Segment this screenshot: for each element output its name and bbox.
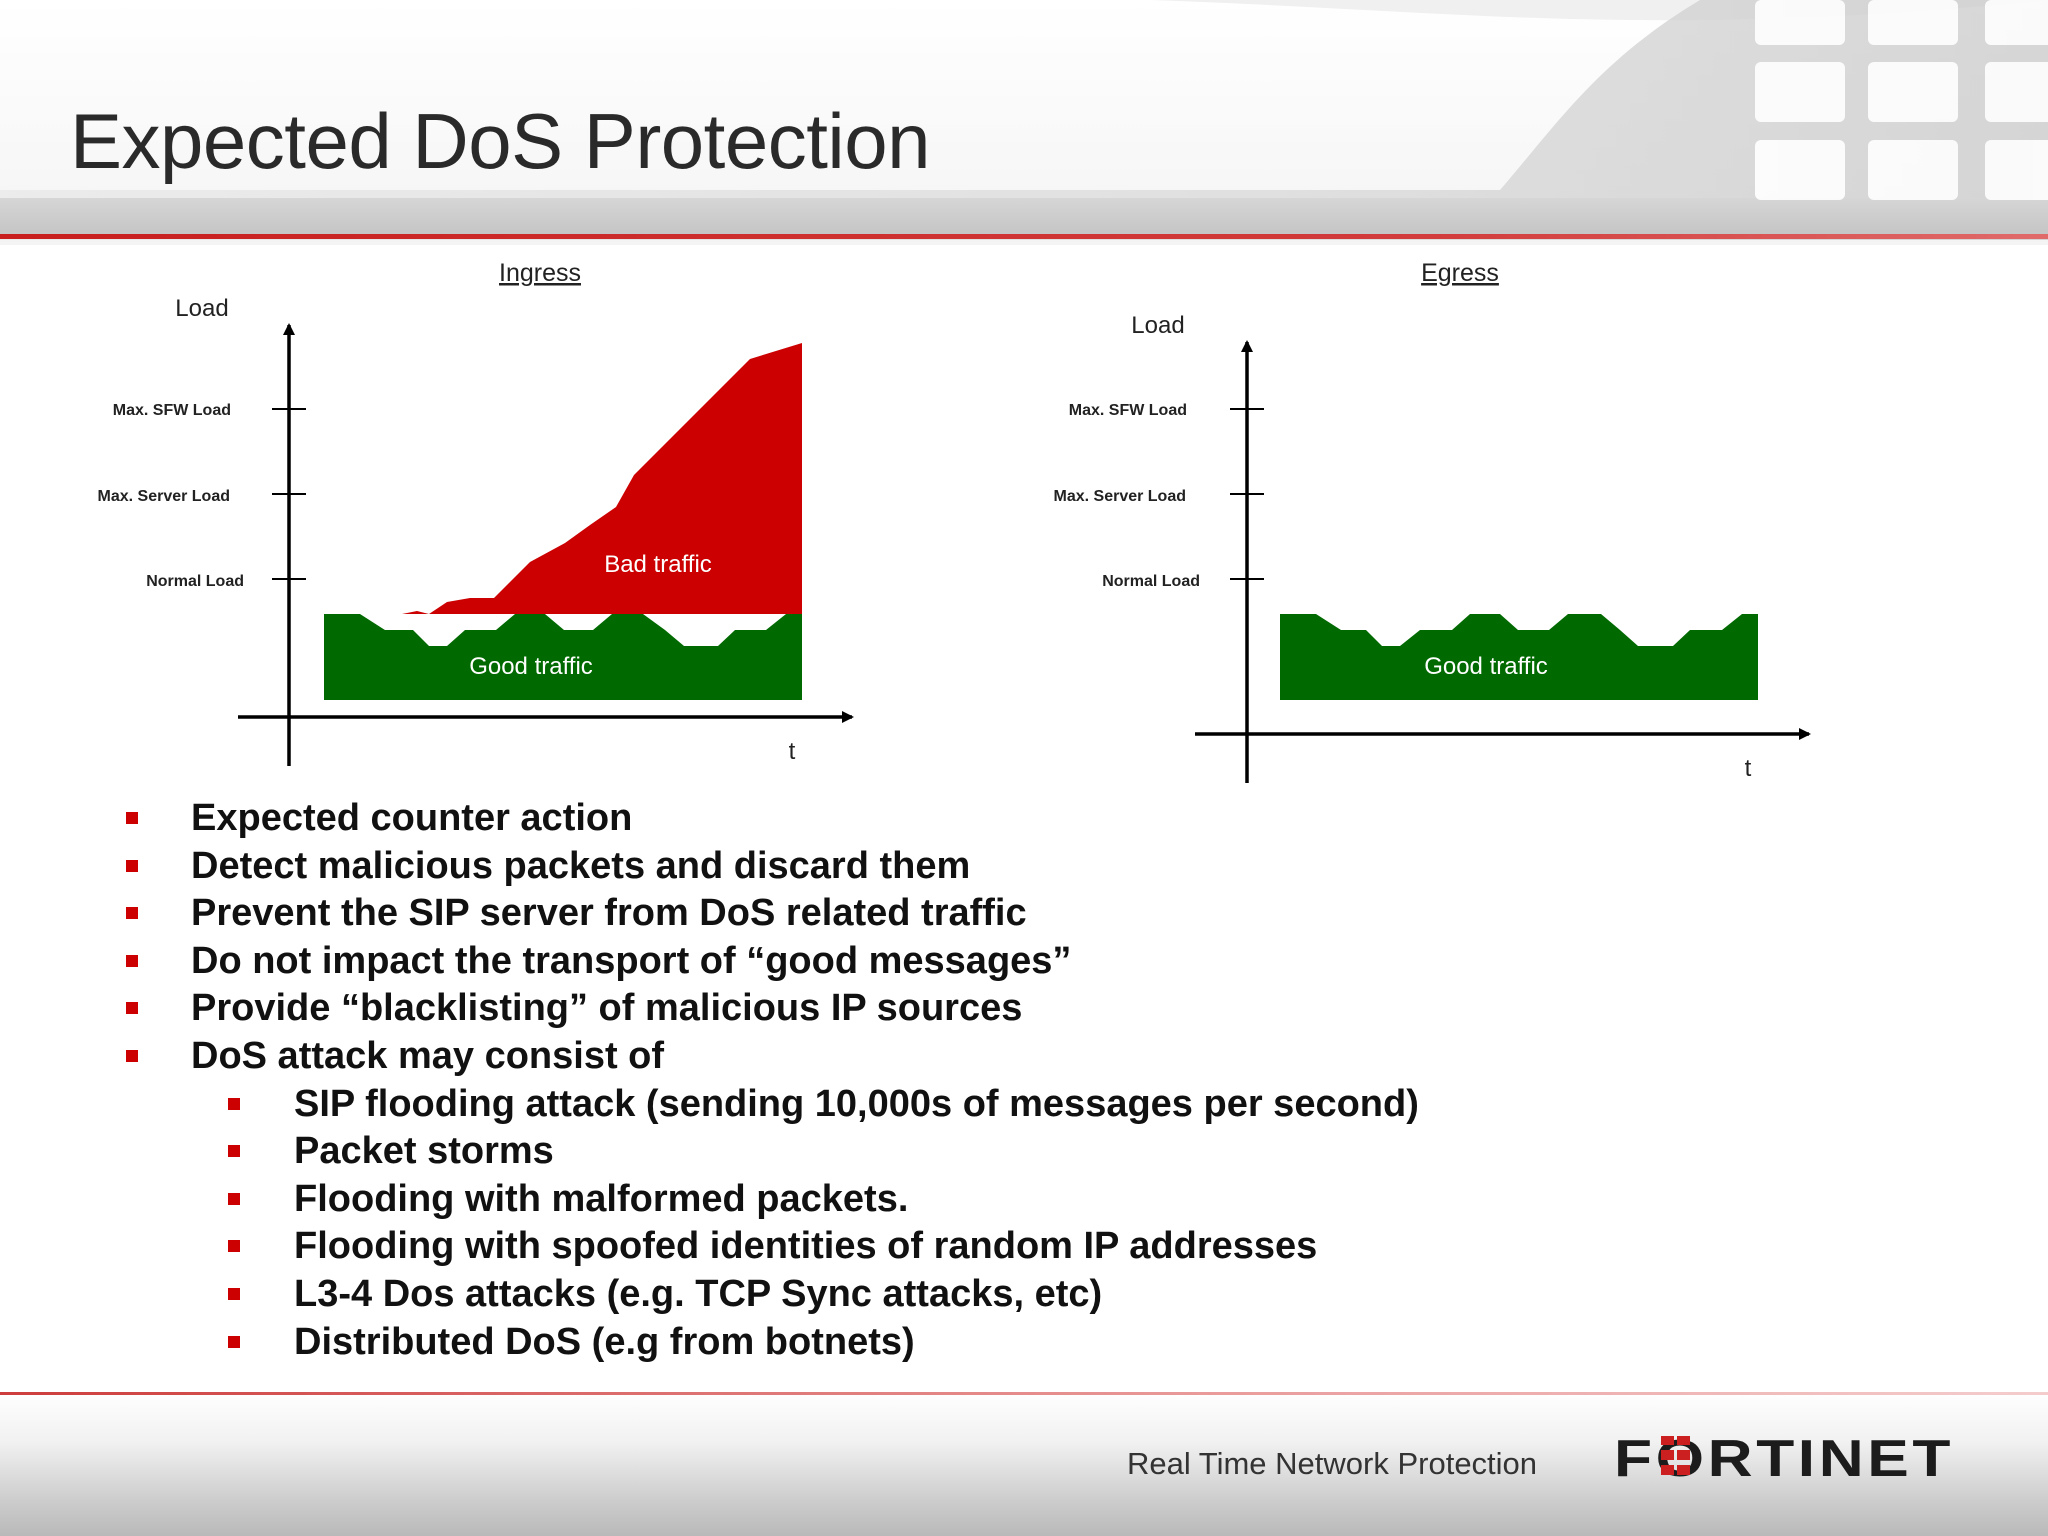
- sub-bullet-item: Flooding with spoofed identities of rand…: [0, 1223, 2048, 1271]
- bullet-text: Do not impact the transport of “good mes…: [191, 939, 1072, 982]
- bullet-text: Provide “blacklisting” of malicious IP s…: [191, 987, 1023, 1030]
- bullet-text: Flooding with spoofed identities of rand…: [294, 1225, 1318, 1268]
- egress-good-traffic-label: Good traffic: [1424, 653, 1548, 680]
- bullet-list: Expected counter action Detect malicious…: [0, 795, 2048, 1366]
- egress-level-label: Max. SFW Load: [1069, 402, 1187, 419]
- diagrams: Ingress Load Max. SFW Load Max. Server L…: [98, 259, 1811, 783]
- bullet-text: SIP flooding attack (sending 10,000s of …: [294, 1082, 1419, 1125]
- bullet-text: Detect malicious packets and discard the…: [191, 844, 971, 887]
- ingress-level-label: Max. Server Load: [98, 488, 231, 505]
- footer: Real Time Network Protection FORTINET: [0, 1392, 2048, 1536]
- egress-x-axis-label: t: [1745, 755, 1752, 782]
- egress-good-traffic-area: [1280, 614, 1758, 700]
- bullet-marker-icon: [126, 1049, 138, 1062]
- logo-emblem-icon: [1661, 1436, 1690, 1475]
- ingress-title: Ingress: [499, 259, 581, 287]
- bullet-marker-icon: [228, 1192, 240, 1205]
- fortinet-logo: FORTINET: [1614, 1430, 1951, 1482]
- bullet-item: Expected counter action: [0, 795, 2048, 843]
- sub-bullet-item: Packet storms: [0, 1128, 2048, 1176]
- sub-bullet-item: Distributed DoS (e.g from botnets): [0, 1319, 2048, 1367]
- bullet-text: Prevent the SIP server from DoS related …: [191, 892, 1027, 935]
- decorative-grid: [1755, 0, 2048, 200]
- bullet-item: Prevent the SIP server from DoS related …: [0, 890, 2048, 938]
- bullet-item: DoS attack may consist of: [0, 1033, 2048, 1081]
- ingress-level-label: Max. SFW Load: [113, 402, 231, 419]
- bullet-item: Provide “blacklisting” of malicious IP s…: [0, 985, 2048, 1033]
- footer-divider: [0, 1392, 2048, 1395]
- sub-bullet-item: Flooding with malformed packets.: [0, 1176, 2048, 1224]
- ingress-diagram: Ingress Load Max. SFW Load Max. Server L…: [98, 259, 854, 766]
- egress-level-label: Max. Server Load: [1054, 488, 1187, 505]
- bullet-item: Do not impact the transport of “good mes…: [0, 938, 2048, 986]
- bullet-marker-icon: [126, 1002, 138, 1015]
- ingress-good-traffic-label: Good traffic: [469, 653, 593, 680]
- ingress-level-label: Normal Load: [146, 573, 244, 590]
- bullet-text: Expected counter action: [191, 797, 633, 839]
- header-background: [0, 0, 2048, 245]
- bullet-marker-icon: [228, 1287, 240, 1300]
- sub-bullet-item: L3-4 Dos attacks (e.g. TCP Sync attacks,…: [0, 1271, 2048, 1319]
- bullet-text: Packet storms: [294, 1130, 554, 1173]
- bullet-marker-icon: [126, 954, 138, 967]
- bullet-marker-icon: [228, 1335, 240, 1348]
- ingress-bad-traffic-label: Bad traffic: [604, 551, 712, 578]
- bullet-marker-icon: [228, 1145, 240, 1158]
- egress-y-axis-label: Load: [1131, 312, 1184, 339]
- ingress-good-traffic-area: [324, 614, 802, 700]
- ingress-bad-traffic-area: [382, 343, 802, 614]
- bullet-marker-icon: [126, 907, 138, 920]
- egress-diagram: Egress Load Max. SFW Load Max. Server Lo…: [1054, 259, 1811, 783]
- bullet-text: L3-4 Dos attacks (e.g. TCP Sync attacks,…: [294, 1272, 1103, 1315]
- slide-title: Expected DoS Protection: [70, 97, 930, 185]
- egress-level-label: Normal Load: [1102, 573, 1200, 590]
- bullet-marker-icon: [228, 1097, 240, 1110]
- bullet-marker-icon: [228, 1240, 240, 1253]
- footer-tagline: Real Time Network Protection: [1127, 1446, 1538, 1481]
- bullet-item: Detect malicious packets and discard the…: [0, 843, 2048, 891]
- bullet-text: Flooding with malformed packets.: [294, 1177, 909, 1220]
- bullet-text: DoS attack may consist of: [191, 1034, 665, 1077]
- sub-bullet-item: SIP flooding attack (sending 10,000s of …: [0, 1081, 2048, 1129]
- ingress-x-axis-label: t: [789, 738, 796, 765]
- bullet-marker-icon: [126, 859, 138, 872]
- bullet-marker-icon: [126, 812, 138, 824]
- egress-title: Egress: [1421, 259, 1499, 287]
- ingress-y-axis-label: Load: [175, 295, 228, 322]
- bullet-text: Distributed DoS (e.g from botnets): [294, 1320, 915, 1363]
